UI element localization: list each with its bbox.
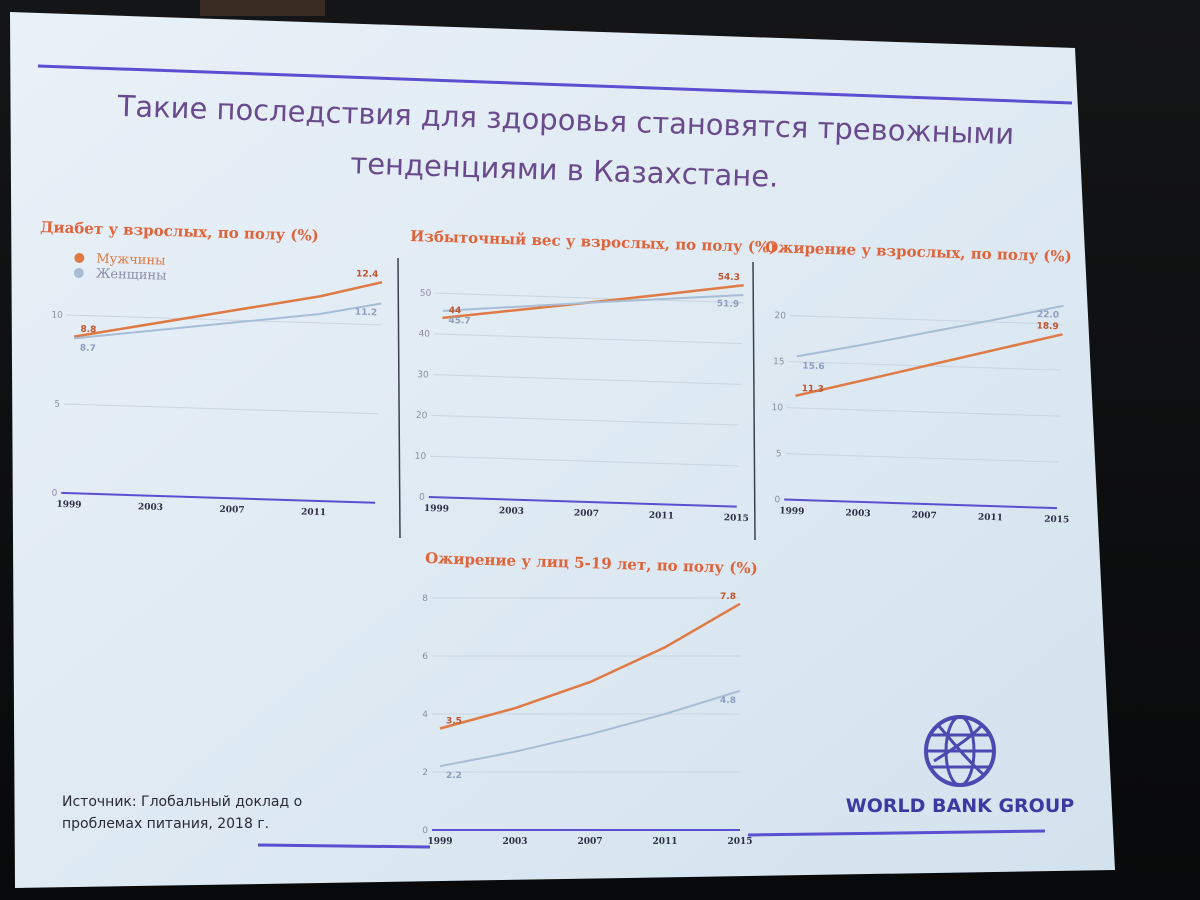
y-tick-label: 0 (774, 495, 780, 505)
source-line1: Источник: Глобальный доклад о (62, 794, 302, 810)
gridline (66, 314, 381, 326)
series-line-women (442, 293, 744, 312)
source-line2: проблемах питания, 2018 г. (62, 816, 269, 832)
x-axis-line (61, 491, 376, 504)
y-tick-label: 4 (422, 710, 428, 720)
y-tick-label: 8 (422, 594, 428, 604)
x-tick-label: 1999 (779, 506, 804, 517)
y-tick-label: 10 (771, 403, 783, 413)
frame-line-right (752, 261, 756, 541)
legend-women-label: Женщины (96, 267, 167, 284)
series-line-women (439, 689, 741, 768)
x-tick-label: 2007 (577, 837, 602, 847)
bottom-accent-line-right (747, 829, 1046, 837)
stage-object (200, 0, 325, 16)
y-tick-label: 30 (417, 370, 429, 380)
gridline (64, 403, 378, 415)
legend-women-dot (73, 267, 84, 278)
data-label: 11.3 (802, 384, 825, 395)
data-label: 22.0 (1037, 310, 1060, 321)
gridline (789, 315, 1063, 325)
x-tick-label: 2003 (499, 506, 524, 517)
x-tick-label: 2015 (724, 513, 749, 524)
data-label: 12.4 (356, 269, 379, 280)
x-tick-label: 2011 (978, 513, 1003, 524)
series-line-men (439, 602, 741, 730)
slide-surface (10, 12, 1115, 888)
gridline (787, 407, 1060, 417)
gridline (435, 292, 744, 304)
series-line-women (74, 302, 382, 340)
gridline (430, 455, 739, 467)
y-tick-label: 10 (415, 452, 427, 462)
globe-icon (924, 715, 996, 787)
legend: Мужчины Женщины (73, 252, 167, 284)
world-bank-logo: WORLD BANK GROUP (846, 715, 1074, 817)
data-label: 8.7 (80, 344, 96, 354)
x-tick-label: 2003 (138, 502, 163, 513)
data-label: 2.2 (446, 771, 462, 781)
data-label: 44 (449, 306, 462, 316)
x-tick-label: 2011 (649, 511, 674, 522)
y-tick-label: 0 (422, 826, 428, 836)
top-accent-line (37, 64, 1073, 105)
x-tick-label: 2015 (727, 837, 752, 847)
y-tick-label: 15 (773, 357, 785, 367)
logo-text: WORLD BANK GROUP (846, 795, 1074, 817)
plot-area: 0 2 4 6 8 1999 2003 2007 2011 2015 3.5 2.2 7.8 4.8 (422, 592, 752, 847)
gridline (431, 414, 740, 426)
x-tick-label: 2007 (912, 511, 937, 522)
x-tick-label: 1999 (56, 500, 81, 511)
y-tick-label: 20 (416, 411, 428, 421)
x-axis-line (784, 498, 1058, 510)
series-line-men (73, 280, 383, 338)
legend-men-dot (74, 252, 85, 263)
x-tick-label: 2003 (845, 508, 870, 519)
data-label: 4.8 (720, 696, 736, 706)
x-tick-label: 2011 (652, 837, 677, 847)
series-line-men (795, 333, 1063, 398)
gridline (432, 374, 741, 385)
y-tick-label: 10 (51, 311, 63, 321)
y-tick-label: 2 (422, 768, 428, 778)
x-tick-label: 2003 (502, 837, 527, 847)
x-tick-label: 2015 (1044, 515, 1069, 526)
x-tick-label: 2011 (301, 507, 326, 518)
data-label: 8.8 (80, 325, 96, 335)
y-tick-label: 5 (54, 400, 60, 410)
y-tick-label: 5 (776, 449, 782, 459)
y-tick-label: 40 (418, 329, 430, 339)
y-tick-label: 0 (419, 493, 425, 503)
x-tick-label: 2007 (219, 505, 244, 516)
legend-men-label: Мужчины (96, 252, 166, 269)
x-axis-line (428, 495, 737, 508)
y-tick-label: 50 (420, 289, 432, 299)
x-tick-label: 1999 (427, 837, 452, 847)
data-label: 7.8 (720, 592, 736, 602)
data-label: 18.9 (1036, 322, 1059, 333)
gridline (433, 333, 742, 345)
series-line-women (796, 304, 1064, 358)
data-label: 11.2 (355, 308, 378, 319)
gridline (785, 453, 1059, 463)
plot-area: 0 5 10 1999 2003 2007 2011 8.8 8.7 12.4 11.2 (51, 269, 383, 518)
y-tick-label: 6 (422, 652, 428, 662)
frame-line-left (397, 257, 401, 539)
x-tick-label: 1999 (424, 504, 449, 515)
x-tick-label: 2007 (574, 509, 599, 520)
data-label: 45.7 (448, 316, 471, 327)
data-label: 3.5 (446, 717, 462, 727)
plot-area: 0 5 10 15 20 1999 2003 2007 2011 2015 11.3 15.6 18.9… (771, 304, 1069, 526)
data-label: 15.6 (802, 362, 825, 373)
data-label: 51.9 (717, 299, 740, 310)
data-label: 54.3 (718, 272, 741, 283)
y-tick-label: 20 (774, 311, 786, 321)
y-tick-label: 0 (51, 489, 57, 499)
bottom-accent-line-left (257, 843, 431, 849)
